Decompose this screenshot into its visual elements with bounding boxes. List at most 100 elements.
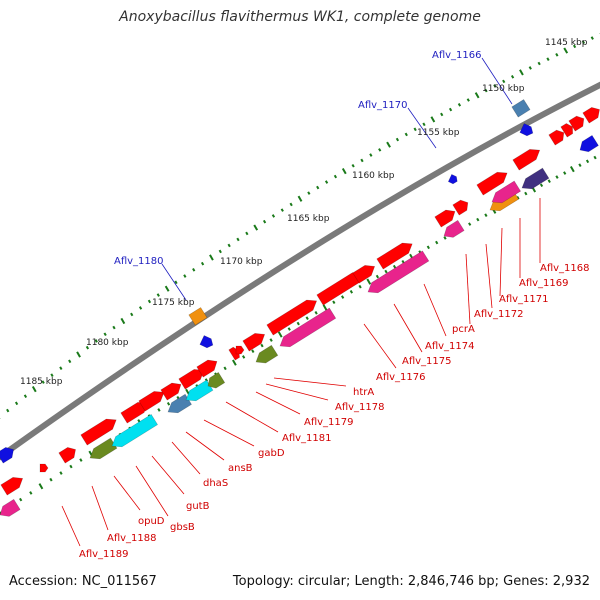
outer-tick-dot xyxy=(59,366,63,371)
gene-label-aflv_1189: Aflv_1189 xyxy=(79,549,129,560)
gene-cds-forward-shape xyxy=(376,242,413,270)
outer-tick-dot xyxy=(227,243,231,248)
outer-tick-dot xyxy=(440,112,444,117)
outer-tick-dot xyxy=(280,208,284,212)
outer-tick-dot xyxy=(555,53,559,57)
gene-cds-forward-shape xyxy=(512,149,541,171)
outer-tick-dot xyxy=(422,122,426,127)
gene-cds-reverse xyxy=(89,437,118,460)
tick-label: 1145 kbp xyxy=(545,38,588,48)
inner-tick-dot xyxy=(593,155,597,160)
gene-labels: 1145 kbp 1150 kbp 1155 kbp 1160 kbp 1165 kbp… xyxy=(20,38,590,560)
gene-cds-forward-shape xyxy=(452,199,469,216)
leader-line xyxy=(225,401,279,433)
outer-tick-dot xyxy=(6,408,10,413)
outer-tick-dot xyxy=(341,168,347,175)
tick-label: 1180 kbp xyxy=(86,338,129,348)
gene-cds-reverse-shape xyxy=(0,498,21,517)
outer-tick-dot xyxy=(156,293,160,297)
gene-cds-forward-shape xyxy=(242,333,266,352)
gene-label-aflv_1169: Aflv_1169 xyxy=(519,278,569,289)
outer-tick-dot xyxy=(192,268,196,272)
outer-tick-dot xyxy=(563,47,569,54)
inner-tick-dot xyxy=(358,284,362,289)
outer-tick-dot xyxy=(581,40,586,45)
gene-label-dhas: dhaS xyxy=(203,478,228,489)
gene-cds-reverse-shape xyxy=(167,393,192,414)
inner-tick-dot xyxy=(555,175,559,179)
outer-tick-dot xyxy=(31,386,37,393)
gene-label-aflv_1179: Aflv_1179 xyxy=(304,417,354,428)
outer-tick-dot xyxy=(94,339,98,343)
gene-cds-forward xyxy=(560,123,573,138)
gene-cds-reverse xyxy=(0,498,21,517)
outer-tick-dot xyxy=(183,274,187,278)
gene-label-aflv_1168: Aflv_1168 xyxy=(540,263,590,274)
gene-cds-reverse-shape xyxy=(255,344,279,364)
genome-backbone xyxy=(0,81,600,461)
outer-tick-dot xyxy=(502,79,506,84)
top-label-aflv_1170: Aflv_1170 xyxy=(358,100,408,111)
gene-cds-forward xyxy=(452,199,469,216)
gene-label-gbsb: gbsB xyxy=(170,522,195,533)
inner-tick-dot xyxy=(375,274,380,279)
outer-tick-dot xyxy=(138,306,143,310)
top-label-aflv_1180: Aflv_1180 xyxy=(114,256,164,267)
inner-tick-dot xyxy=(269,338,273,342)
gene-label-gutb: gutB xyxy=(186,501,210,512)
tick-label: 1170 kbp xyxy=(220,257,263,267)
gene-cds-forward xyxy=(568,115,585,132)
leader-line xyxy=(465,253,471,325)
outer-tick-dot xyxy=(537,61,541,66)
topology-text: Topology: circular; Length: 2,846,746 bp… xyxy=(232,574,590,589)
gene-label-gabd: gabD xyxy=(258,448,285,459)
outer-tick-dot xyxy=(484,88,488,93)
inner-tick-dot xyxy=(443,236,447,240)
inner-tick-dot xyxy=(392,264,397,269)
gene-cds-reverse xyxy=(111,414,158,448)
inner-tick-dot xyxy=(260,343,264,348)
gene-cds-forward xyxy=(512,149,541,171)
leader-line xyxy=(481,57,513,105)
inner-tick-dot xyxy=(366,278,372,285)
inner-tick-dot xyxy=(296,321,300,326)
gene-label-aflv_1176: Aflv_1176 xyxy=(376,372,426,383)
gene-cds-forward xyxy=(0,477,24,496)
gene-cds-forward-shape xyxy=(352,265,376,284)
gene-cds-reverse-shape xyxy=(367,250,430,294)
gene-aflv-1166-shape xyxy=(511,99,531,118)
inner-tick-dot xyxy=(426,245,430,250)
gene-cds-forward xyxy=(352,265,376,284)
outer-tick-dot xyxy=(590,36,594,40)
outer-tick-dot xyxy=(14,401,19,406)
tick-label: 1165 kbp xyxy=(287,214,330,224)
gene-marker xyxy=(447,173,458,185)
leader-line xyxy=(265,383,329,401)
gene-label-aflv_1188: Aflv_1188 xyxy=(107,533,157,544)
outer-tick-dot xyxy=(360,158,364,163)
inner-tick-dot xyxy=(585,159,590,164)
inner-tick-dot xyxy=(569,166,575,173)
outer-tick-dot xyxy=(316,185,320,190)
outer-tick-dot xyxy=(200,261,205,266)
outer-tick-dot xyxy=(519,69,524,76)
outer-tick-dot xyxy=(510,75,515,79)
outer-tick-dot xyxy=(493,84,497,88)
outer-tick-dot xyxy=(297,195,303,202)
outer-tick-dot xyxy=(41,380,45,384)
leader-line xyxy=(61,505,81,547)
outer-tick-dot xyxy=(209,254,214,261)
outer-tick-dot xyxy=(103,332,107,337)
inner-tick-dot xyxy=(242,355,246,359)
inner-tick-dot xyxy=(524,191,528,196)
gene-aflv-1180-shape xyxy=(188,307,208,326)
inner-tick-dot xyxy=(314,311,318,315)
gene-cds-forward-shape xyxy=(160,382,182,401)
inner-tick-dot xyxy=(563,171,567,175)
leader-line xyxy=(255,391,301,415)
inner-tick-dot xyxy=(547,179,551,183)
gene-label-htra: htrA xyxy=(353,387,374,398)
outer-tick-dot xyxy=(271,214,276,218)
inner-tick-dot xyxy=(79,458,83,462)
outer-tick-dot xyxy=(528,66,532,70)
